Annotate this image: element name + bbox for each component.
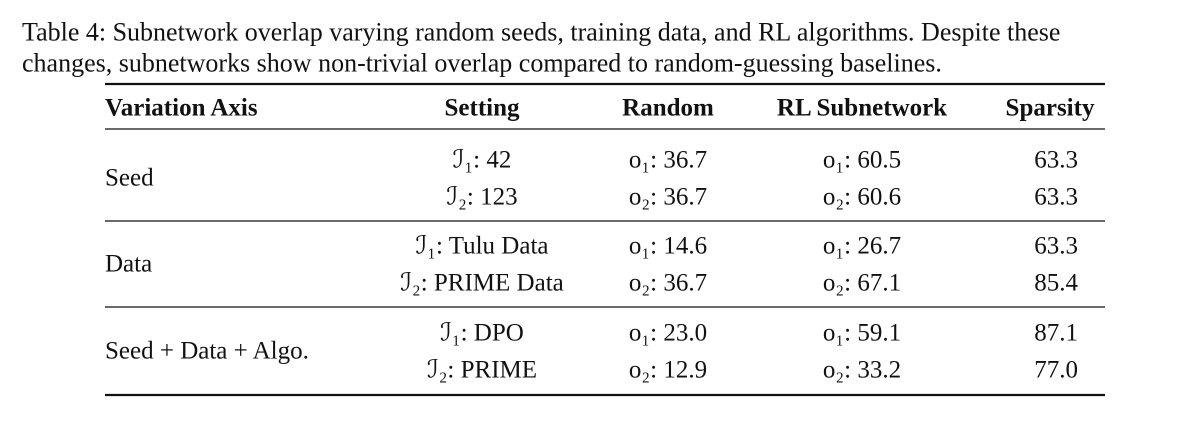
axis-cell: Data — [105, 251, 152, 278]
table-cell: o₂: 12.9 — [629, 357, 707, 384]
axis-cell: Seed — [105, 165, 154, 192]
table-cell: ℐ₂: 123 — [446, 184, 517, 211]
table-cell: o₂: 36.7 — [629, 270, 707, 297]
table-cell: o₁: 14.6 — [629, 233, 707, 260]
table-cell: ℐ₁: DPO — [440, 320, 524, 347]
header-cell: Variation Axis — [105, 95, 258, 122]
table-cell: o₁: 59.1 — [823, 320, 901, 347]
table-cell: 87.1 — [1034, 320, 1078, 347]
table-cell: ℐ₁: 42 — [453, 147, 512, 174]
table-cell: ℐ₂: PRIME — [427, 357, 537, 384]
table-cell: 85.4 — [1034, 270, 1078, 297]
header-cell: Random — [622, 95, 714, 122]
caption-line: Table 4: Subnetwork overlap varying rand… — [22, 18, 1060, 47]
caption-line: changes, subnetworks show non-trivial ov… — [22, 49, 942, 78]
table-cell: o₁: 36.7 — [629, 147, 707, 174]
table-cell: o₁: 60.5 — [823, 147, 901, 174]
table-cell: o₁: 23.0 — [629, 320, 707, 347]
table-cell: o₂: 33.2 — [823, 357, 901, 384]
table-cell: o₂: 60.6 — [823, 184, 901, 211]
header-cell: Sparsity — [1006, 95, 1095, 122]
table-cell: ℐ₂: PRIME Data — [400, 270, 564, 297]
table-cell: 63.3 — [1034, 233, 1078, 260]
table-cell: 63.3 — [1034, 147, 1078, 174]
table-cell: ℐ₁: Tulu Data — [416, 233, 549, 260]
table-cell: o₂: 67.1 — [823, 270, 901, 297]
header-cell: RL Subnetwork — [777, 95, 947, 122]
header-cell: Setting — [445, 95, 521, 122]
table-cell: 77.0 — [1034, 357, 1078, 384]
table-cell: o₂: 36.7 — [629, 184, 707, 211]
table-cell: 63.3 — [1034, 184, 1078, 211]
table-cell: o₁: 26.7 — [823, 233, 901, 260]
axis-cell: Seed + Data + Algo. — [105, 338, 309, 365]
